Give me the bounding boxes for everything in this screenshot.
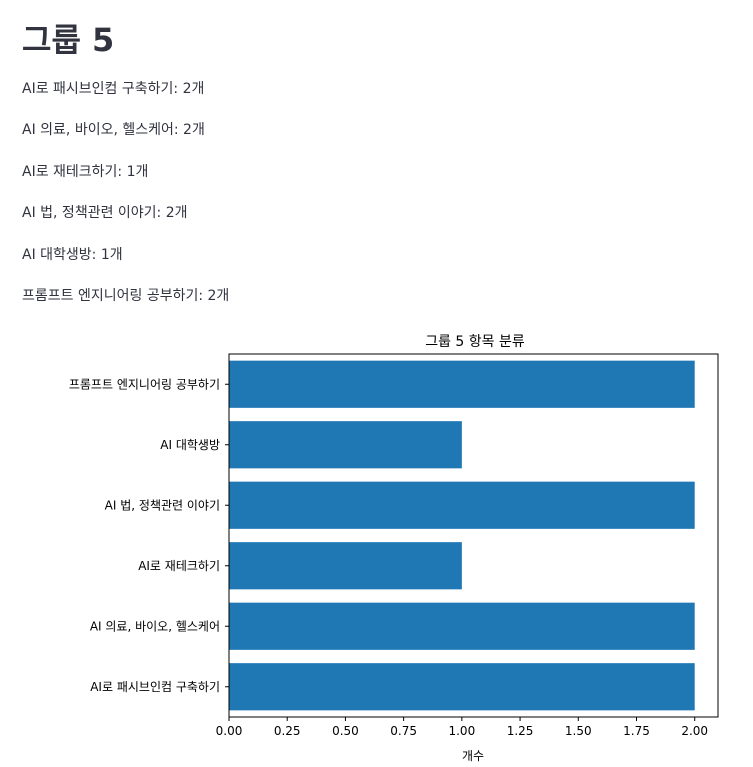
x-tick-label: 1.25 — [507, 724, 534, 738]
page-title: 그룹 5 — [22, 21, 115, 59]
list-item: AI 대학생방: 1개 — [22, 246, 123, 263]
item-list: AI로 패시브인컴 구축하기: 2개 AI 의료, 바이오, 헬스케어: 2개 … — [22, 78, 229, 326]
x-axis-ticks: 0.00 0.25 0.50 0.75 1.00 1.25 1.50 1.75 2.00 — [216, 717, 708, 738]
x-tick-label: 1.50 — [565, 724, 592, 738]
y-tick-label: AI 법, 정책관련 이야기 — [105, 497, 220, 512]
bar — [229, 602, 695, 650]
y-tick-label: 프롬프트 엔지니어링 공부하기 — [69, 377, 220, 391]
x-tick-label: 1.75 — [623, 724, 650, 738]
bar — [229, 663, 695, 711]
list-item: 프롬프트 엔지니어링 공부하기: 2개 — [22, 287, 230, 304]
y-tick-label: AI로 패시브인컴 구축하기 — [90, 680, 220, 694]
chart-title: 그룹 5 항목 분류 — [425, 334, 525, 350]
chart-svg: 그룹 5 항목 분류 AI로 패시브인컴 구축하기 AI 의료, 바이오, 헬스케… — [69, 334, 719, 763]
list-item: AI 법, 정책관련 이야기: 2개 — [22, 205, 188, 222]
bar — [229, 421, 462, 469]
x-tick-label: 1.00 — [448, 724, 475, 738]
y-tick-label: AI로 재테크하기 — [138, 559, 220, 573]
y-tick-label: AI 의료, 바이오, 헬스케어 — [90, 619, 220, 633]
x-axis-label: 개수 — [462, 749, 484, 763]
y-tick-label: AI 대학생방 — [160, 438, 220, 452]
bar — [229, 360, 695, 408]
list-item: AI 의료, 바이오, 헬스케어: 2개 — [22, 122, 205, 139]
bar — [229, 542, 462, 590]
bar-chart: 그룹 5 항목 분류 AI로 패시브인컴 구축하기 AI 의료, 바이오, 헬스케… — [0, 324, 753, 767]
x-tick-label: 0.25 — [274, 724, 301, 738]
list-item: AI로 패시브인컴 구축하기: 2개 — [22, 81, 205, 97]
bar — [229, 481, 695, 529]
x-tick-label: 0.75 — [390, 724, 417, 738]
x-tick-label: 0.50 — [332, 724, 359, 738]
x-tick-label: 0.00 — [216, 724, 243, 738]
chart-axes-frame — [228, 353, 719, 718]
chart-bars — [229, 360, 695, 711]
list-item: AI로 재테크하기: 1개 — [22, 163, 149, 180]
x-tick-label: 2.00 — [681, 724, 708, 738]
y-axis-ticks: AI로 패시브인컴 구축하기 AI 의료, 바이오, 헬스케어 AI로 재테크하기 A… — [69, 377, 229, 694]
